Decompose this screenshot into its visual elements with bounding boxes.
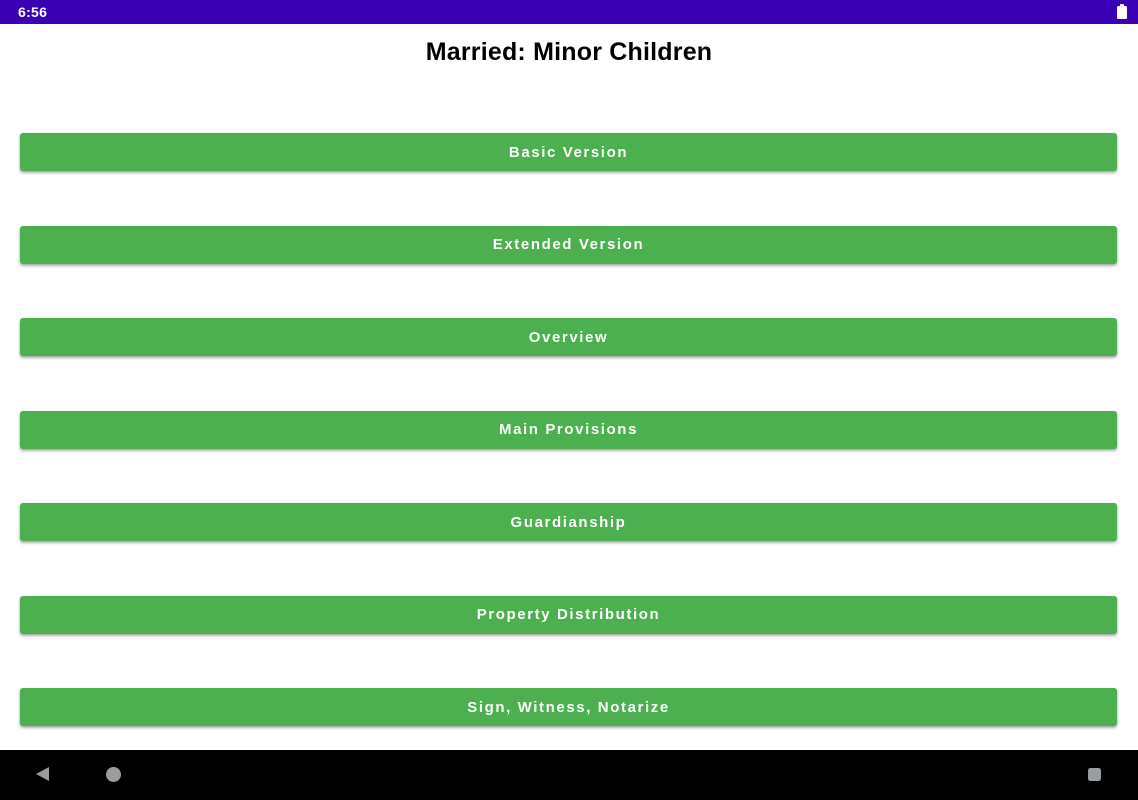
- menu-button-extended-version[interactable]: Extended Version: [20, 225, 1117, 264]
- menu-button-list: Basic Version Extended Version Overview …: [20, 133, 1117, 726]
- battery-full-icon: [1117, 3, 1127, 19]
- status-time: 6:56: [18, 4, 48, 20]
- navigation-bar: [0, 750, 1138, 800]
- menu-button-overview[interactable]: Overview: [20, 318, 1117, 356]
- menu-button-sign-witness-notarize[interactable]: Sign, Witness, Notarize: [20, 688, 1117, 726]
- back-icon[interactable]: [36, 767, 49, 781]
- recents-icon[interactable]: [1088, 768, 1101, 781]
- status-bar: 6:56: [0, 0, 1138, 24]
- home-icon[interactable]: [106, 767, 121, 782]
- menu-button-main-provisions[interactable]: Main Provisions: [20, 410, 1117, 449]
- menu-button-property-distribution[interactable]: Property Distribution: [20, 595, 1117, 634]
- page-title: Married: Minor Children: [425, 38, 713, 66]
- menu-button-basic-version[interactable]: Basic Version: [20, 133, 1117, 171]
- menu-button-guardianship[interactable]: Guardianship: [20, 503, 1117, 541]
